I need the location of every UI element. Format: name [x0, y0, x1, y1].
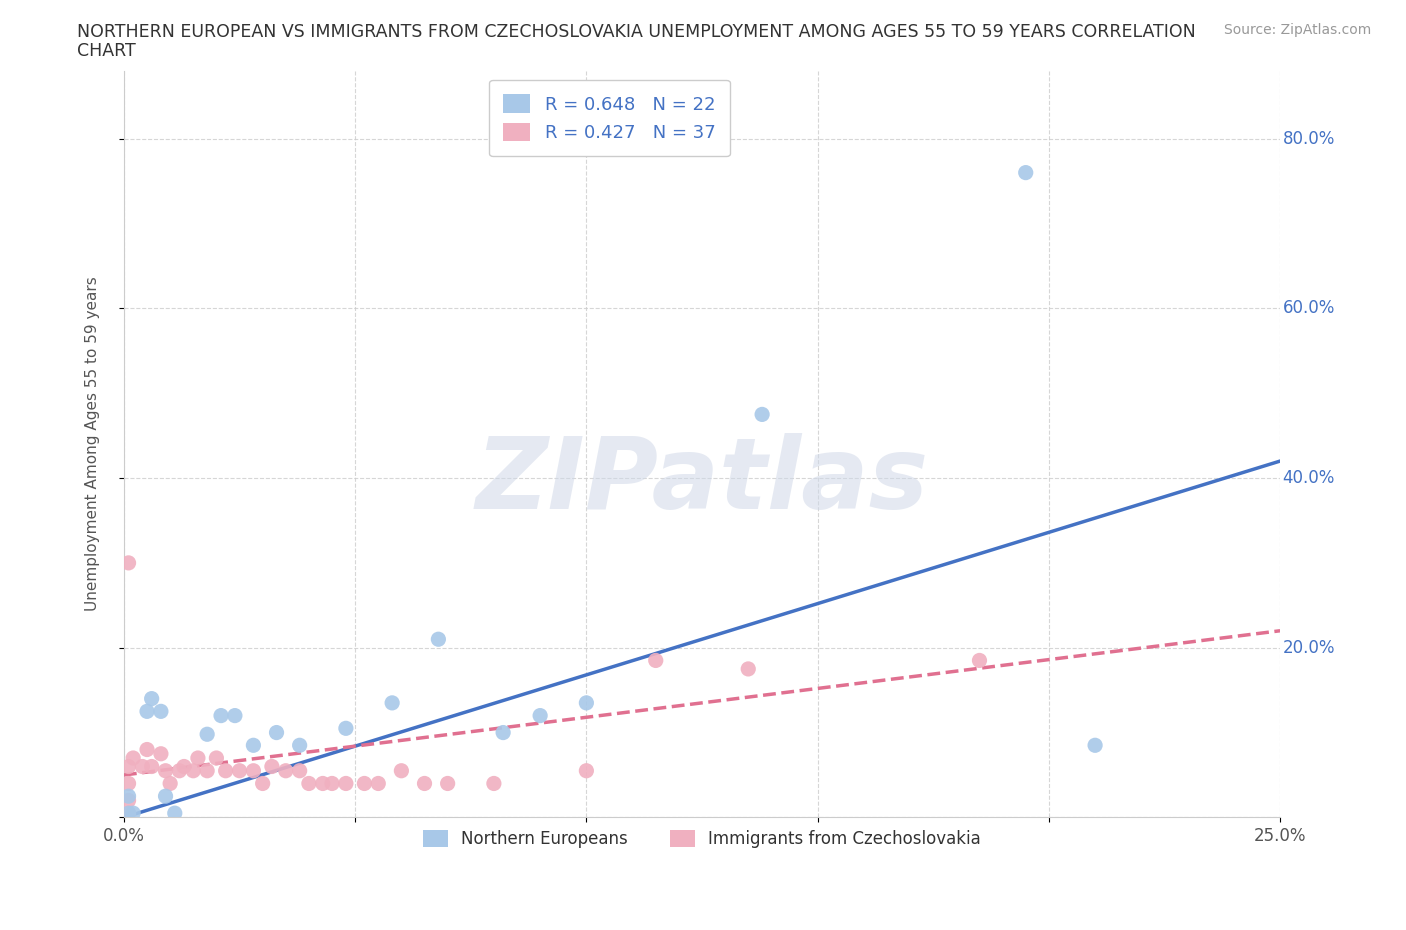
Point: [187, 751, 209, 765]
Point: [169, 764, 191, 778]
Point: [274, 764, 297, 778]
Point: [353, 776, 375, 790]
Point: [209, 708, 232, 723]
Point: [117, 759, 139, 774]
Text: Source: ZipAtlas.com: Source: ZipAtlas.com: [1223, 23, 1371, 37]
Point: [136, 704, 159, 719]
Point: [117, 793, 139, 808]
Point: [149, 747, 172, 762]
Point: [117, 789, 139, 804]
Point: [492, 725, 515, 740]
Legend: Northern Europeans, Immigrants from Czechoslovakia: Northern Europeans, Immigrants from Czec…: [409, 817, 994, 861]
Text: CHART: CHART: [77, 42, 136, 60]
Point: [1015, 166, 1038, 180]
Point: [228, 764, 250, 778]
Point: [969, 653, 991, 668]
Point: [321, 776, 343, 790]
Text: 80.0%: 80.0%: [1282, 129, 1334, 148]
Point: [224, 708, 246, 723]
Point: [427, 631, 450, 646]
Point: [288, 737, 311, 752]
Point: [575, 696, 598, 711]
Point: [173, 759, 195, 774]
Point: [159, 776, 181, 790]
Point: [260, 759, 283, 774]
Point: [242, 737, 264, 752]
Point: [312, 776, 335, 790]
Point: [242, 764, 264, 778]
Point: [214, 764, 236, 778]
Point: [122, 805, 145, 820]
Point: [117, 805, 139, 820]
Point: [335, 721, 357, 736]
Point: [367, 776, 389, 790]
Text: 40.0%: 40.0%: [1282, 469, 1334, 487]
Point: [163, 805, 186, 820]
Point: [131, 759, 153, 774]
Point: [149, 704, 172, 719]
Point: [381, 696, 404, 711]
Point: [205, 751, 228, 765]
Text: ZIPatlas: ZIPatlas: [475, 433, 928, 530]
Point: [288, 764, 311, 778]
Point: [482, 776, 505, 790]
Text: 60.0%: 60.0%: [1282, 299, 1334, 317]
Text: 20.0%: 20.0%: [1282, 639, 1334, 657]
Point: [529, 708, 551, 723]
Point: [117, 776, 139, 790]
Point: [737, 661, 759, 676]
Point: [751, 407, 773, 422]
Point: [335, 776, 357, 790]
Point: [195, 727, 218, 742]
Point: [155, 789, 177, 804]
Point: [413, 776, 436, 790]
Point: [644, 653, 666, 668]
Point: [122, 751, 145, 765]
Point: [181, 764, 204, 778]
Point: [436, 776, 458, 790]
Point: [141, 759, 163, 774]
Point: [389, 764, 412, 778]
Point: [575, 764, 598, 778]
Point: [136, 742, 159, 757]
Point: [117, 805, 139, 820]
Point: [195, 764, 218, 778]
Point: [155, 764, 177, 778]
Point: [1084, 737, 1107, 752]
Point: [252, 776, 274, 790]
Point: [141, 691, 163, 706]
Point: [298, 776, 321, 790]
Point: [117, 555, 139, 570]
Text: NORTHERN EUROPEAN VS IMMIGRANTS FROM CZECHOSLOVAKIA UNEMPLOYMENT AMONG AGES 55 T: NORTHERN EUROPEAN VS IMMIGRANTS FROM CZE…: [77, 23, 1197, 41]
Point: [266, 725, 288, 740]
Y-axis label: Unemployment Among Ages 55 to 59 years: Unemployment Among Ages 55 to 59 years: [86, 277, 100, 612]
